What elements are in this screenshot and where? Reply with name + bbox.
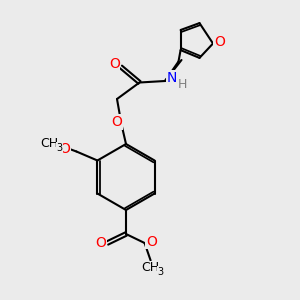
Text: O: O: [95, 236, 106, 250]
Text: O: O: [60, 142, 70, 156]
Text: O: O: [146, 235, 157, 248]
Text: O: O: [112, 115, 122, 129]
Text: 3: 3: [158, 267, 164, 277]
Text: 3: 3: [56, 143, 62, 153]
Text: N: N: [167, 71, 177, 85]
Text: CH: CH: [142, 261, 160, 274]
Text: H: H: [178, 78, 187, 91]
Text: O: O: [109, 57, 120, 71]
Text: O: O: [214, 35, 225, 49]
Text: CH: CH: [40, 136, 58, 150]
